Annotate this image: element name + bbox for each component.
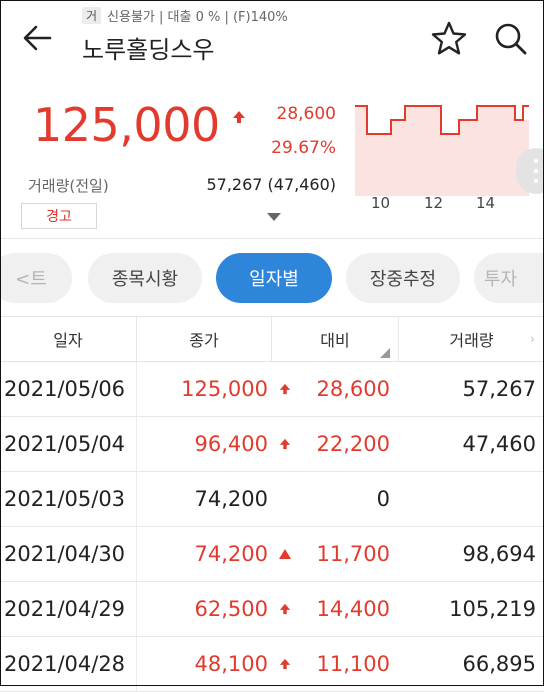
row-change: 28,600: [316, 377, 390, 401]
divider: [136, 362, 137, 416]
up-arrow-icon: [274, 582, 296, 636]
row-change: 22,200: [316, 432, 390, 456]
table-row[interactable]: 2021/05/03 74,200 0: [0, 472, 544, 527]
sparkline-line: [355, 105, 529, 135]
row-volume: 57,267: [462, 377, 536, 401]
chevron-down-icon[interactable]: [266, 212, 282, 222]
stock-tags: 거 신용불가 | 대출 0 % | (F)140%: [82, 6, 288, 25]
row-change: 11,700: [316, 542, 390, 566]
up-arrow-icon: [274, 417, 296, 471]
divider: [136, 527, 137, 581]
sort-corner-icon: [380, 348, 390, 358]
table-row[interactable]: 2021/05/04 96,400 22,200 47,460: [0, 417, 544, 472]
row-date: 2021/05/06: [4, 377, 126, 401]
row-close-price: 125,000: [181, 377, 268, 401]
row-change: 0: [376, 487, 390, 511]
sparkline-area: [355, 106, 529, 196]
row-volume: 98,694: [462, 542, 536, 566]
credit-info: 신용불가 | 대출 0 % | (F)140%: [107, 10, 288, 25]
row-volume: 105,219: [449, 597, 536, 621]
up-arrow-icon: [274, 362, 296, 416]
row-date: 2021/05/03: [4, 487, 126, 511]
row-change: 14,400: [316, 597, 390, 621]
price-change: 28,600: [276, 104, 336, 124]
header-change[interactable]: 대비: [320, 331, 350, 350]
table-row[interactable]: 2021/04/28 48,100 11,100 66,895: [0, 637, 544, 692]
intraday-sparkline: [355, 105, 529, 196]
tab-investor[interactable]: 투자: [474, 253, 544, 303]
divider: [136, 637, 137, 691]
back-arrow-icon[interactable]: [20, 20, 56, 56]
divider: [136, 472, 137, 526]
row-date: 2021/04/30: [4, 542, 126, 566]
volume-value: 57,267 (47,460): [206, 175, 336, 194]
table-row[interactable]: 2021/04/29 62,500 14,400 105,219: [0, 582, 544, 637]
row-close-price: 96,400: [194, 432, 268, 456]
tab-market-news[interactable]: 종목시황: [88, 253, 202, 303]
up-arrow-icon: [274, 637, 296, 691]
divider: [0, 238, 544, 239]
more-vertical-icon[interactable]: [533, 158, 539, 184]
volume-label: 거래량(전일): [28, 177, 109, 195]
search-icon[interactable]: [492, 20, 528, 56]
star-icon[interactable]: [430, 20, 468, 56]
tab-intraday-estimate[interactable]: 장중추정: [346, 253, 460, 303]
sparkline-tick: 14: [476, 194, 496, 212]
side-menu-handle[interactable]: [516, 148, 544, 194]
row-change: 11,100: [316, 652, 390, 676]
table-header: 일자 종가 대비 거래량: [0, 316, 544, 362]
chevron-right-icon: ›: [530, 332, 535, 346]
row-volume: [400, 472, 536, 526]
row-close-price: 74,200: [194, 487, 268, 511]
row-volume: 47,460: [462, 432, 536, 456]
row-volume: 66,895: [462, 652, 536, 676]
tab-daily[interactable]: 일자별: [216, 253, 332, 303]
tab-prev[interactable]: <트: [0, 253, 72, 303]
upper-limit-triangle-icon: [274, 527, 296, 581]
divider: [136, 317, 137, 361]
row-close-price: 74,200: [194, 542, 268, 566]
divider: [136, 582, 137, 636]
table-row[interactable]: 2021/04/30 74,200 11,700 98,694: [0, 527, 544, 582]
sparkline-tick: 12: [424, 194, 444, 212]
price-up-arrow-icon: [233, 111, 245, 123]
table-row[interactable]: 2021/05/06 125,000 28,600 57,267: [0, 362, 544, 417]
header-volume[interactable]: 거래량: [449, 331, 494, 350]
header-date[interactable]: 일자: [53, 331, 83, 350]
row-date: 2021/04/28: [4, 652, 126, 676]
current-price: 125,000: [33, 98, 220, 152]
sparkline-axis: 10 12 14: [358, 194, 528, 214]
app-header: 거 신용불가 | 대출 0 % | (F)140% 노루홀딩스우: [0, 0, 544, 80]
header-close[interactable]: 종가: [189, 331, 219, 350]
sparkline-tick: 10: [371, 194, 391, 212]
warning-badge[interactable]: 경고: [21, 203, 97, 229]
price-change-percent: 29.67%: [271, 138, 336, 158]
divider: [398, 317, 399, 361]
row-close-price: 62,500: [194, 597, 268, 621]
divider: [136, 417, 137, 471]
no-change-marker: [274, 472, 296, 526]
divider: [271, 317, 272, 361]
row-close-price: 48,100: [194, 652, 268, 676]
row-date: 2021/04/29: [4, 597, 126, 621]
stock-name: 노루홀딩스우: [82, 36, 215, 64]
row-date: 2021/05/04: [4, 432, 126, 456]
market-badge: 거: [82, 7, 102, 24]
